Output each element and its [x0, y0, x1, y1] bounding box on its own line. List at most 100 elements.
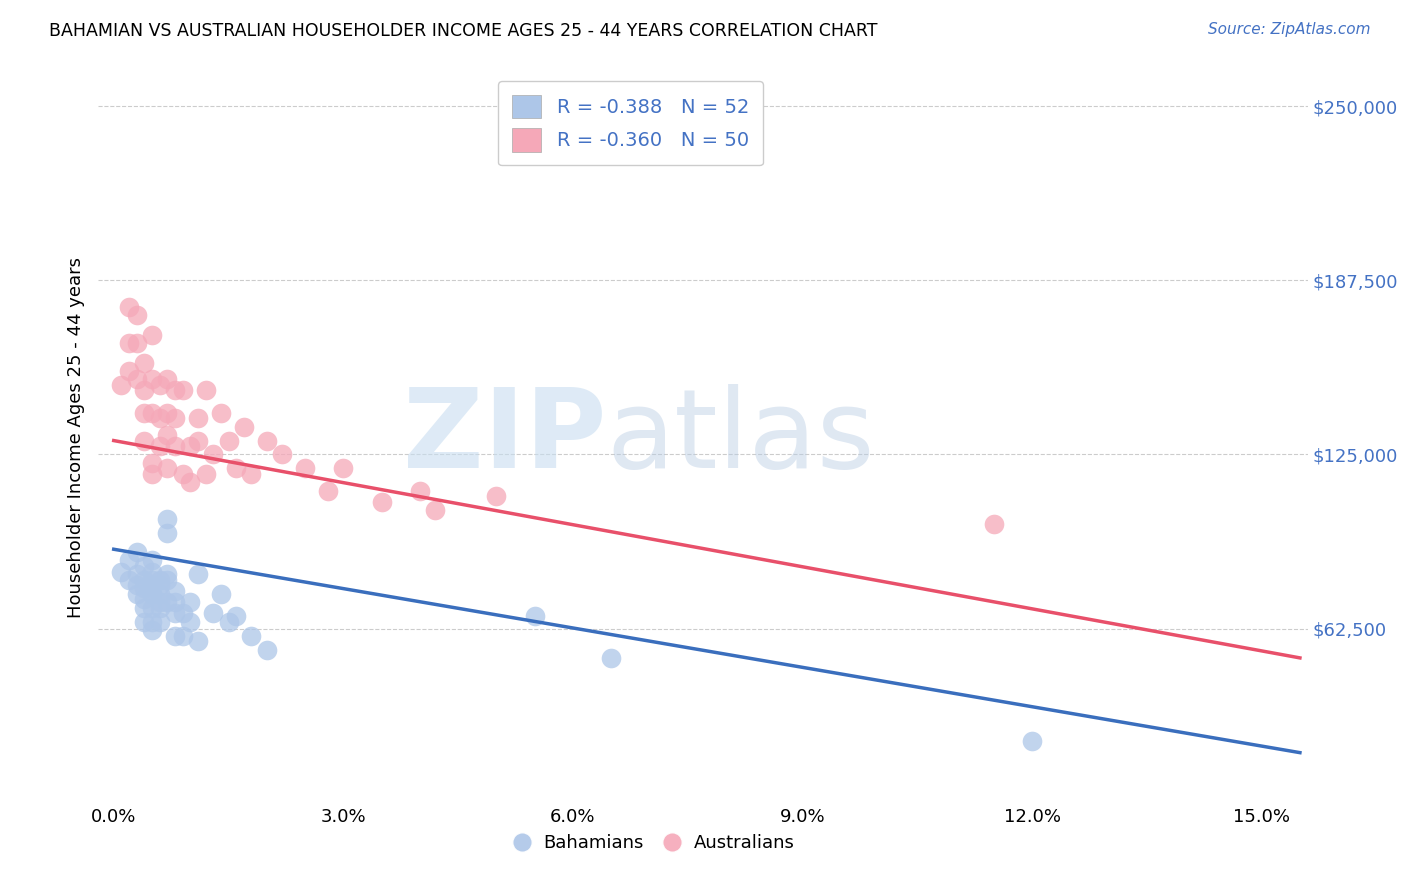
Point: [256, 434, 278, 448]
Point: [118, 573, 141, 587]
Point: [118, 364, 141, 378]
Point: [149, 578, 172, 592]
Point: [600, 651, 623, 665]
Point: [423, 503, 446, 517]
Point: [225, 461, 247, 475]
Point: [149, 587, 172, 601]
Point: [240, 467, 263, 481]
Point: [134, 592, 156, 607]
Point: [232, 419, 254, 434]
Point: [194, 384, 217, 398]
Point: [134, 384, 156, 398]
Point: [141, 587, 163, 601]
Point: [149, 600, 172, 615]
Point: [218, 615, 240, 629]
Point: [125, 587, 148, 601]
Legend: Bahamians, Australians: Bahamians, Australians: [508, 827, 803, 860]
Point: [523, 609, 546, 624]
Point: [110, 565, 132, 579]
Point: [141, 565, 163, 579]
Point: [163, 439, 186, 453]
Point: [209, 587, 232, 601]
Point: [141, 372, 163, 386]
Point: [156, 525, 179, 540]
Point: [209, 406, 232, 420]
Point: [156, 461, 179, 475]
Text: Source: ZipAtlas.com: Source: ZipAtlas.com: [1208, 22, 1371, 37]
Point: [149, 411, 172, 425]
Point: [1021, 734, 1043, 748]
Point: [149, 439, 172, 453]
Point: [149, 615, 172, 629]
Point: [172, 467, 194, 481]
Point: [134, 406, 156, 420]
Point: [141, 456, 163, 470]
Point: [149, 377, 172, 392]
Point: [134, 558, 156, 573]
Point: [187, 634, 209, 648]
Point: [172, 607, 194, 621]
Point: [125, 567, 148, 582]
Point: [202, 448, 225, 462]
Y-axis label: Householder Income Ages 25 - 44 years: Householder Income Ages 25 - 44 years: [66, 257, 84, 617]
Point: [134, 355, 156, 369]
Point: [370, 495, 392, 509]
Point: [110, 377, 132, 392]
Point: [179, 475, 201, 490]
Point: [271, 448, 294, 462]
Point: [141, 573, 163, 587]
Point: [156, 428, 179, 442]
Point: [187, 434, 209, 448]
Point: [118, 553, 141, 567]
Point: [294, 461, 316, 475]
Point: [125, 578, 148, 592]
Point: [316, 483, 339, 498]
Point: [256, 642, 278, 657]
Point: [156, 573, 179, 587]
Point: [156, 567, 179, 582]
Point: [118, 336, 141, 351]
Text: atlas: atlas: [606, 384, 875, 491]
Point: [218, 434, 240, 448]
Point: [179, 615, 201, 629]
Point: [125, 545, 148, 559]
Point: [409, 483, 432, 498]
Point: [141, 327, 163, 342]
Point: [156, 406, 179, 420]
Point: [194, 467, 217, 481]
Point: [141, 623, 163, 637]
Point: [163, 607, 186, 621]
Point: [156, 595, 179, 609]
Point: [172, 629, 194, 643]
Point: [187, 411, 209, 425]
Point: [163, 629, 186, 643]
Point: [179, 595, 201, 609]
Point: [149, 595, 172, 609]
Point: [141, 406, 163, 420]
Point: [163, 595, 186, 609]
Point: [163, 411, 186, 425]
Point: [134, 581, 156, 595]
Point: [141, 600, 163, 615]
Point: [125, 372, 148, 386]
Point: [163, 384, 186, 398]
Point: [225, 609, 247, 624]
Point: [134, 573, 156, 587]
Point: [156, 511, 179, 525]
Point: [172, 384, 194, 398]
Text: BAHAMIAN VS AUSTRALIAN HOUSEHOLDER INCOME AGES 25 - 44 YEARS CORRELATION CHART: BAHAMIAN VS AUSTRALIAN HOUSEHOLDER INCOM…: [49, 22, 877, 40]
Point: [332, 461, 354, 475]
Point: [163, 584, 186, 599]
Point: [125, 336, 148, 351]
Point: [141, 578, 163, 592]
Point: [240, 629, 263, 643]
Point: [125, 308, 148, 322]
Point: [134, 434, 156, 448]
Point: [141, 587, 163, 601]
Point: [156, 372, 179, 386]
Point: [134, 615, 156, 629]
Point: [179, 439, 201, 453]
Point: [485, 489, 508, 503]
Point: [983, 517, 1005, 532]
Point: [187, 567, 209, 582]
